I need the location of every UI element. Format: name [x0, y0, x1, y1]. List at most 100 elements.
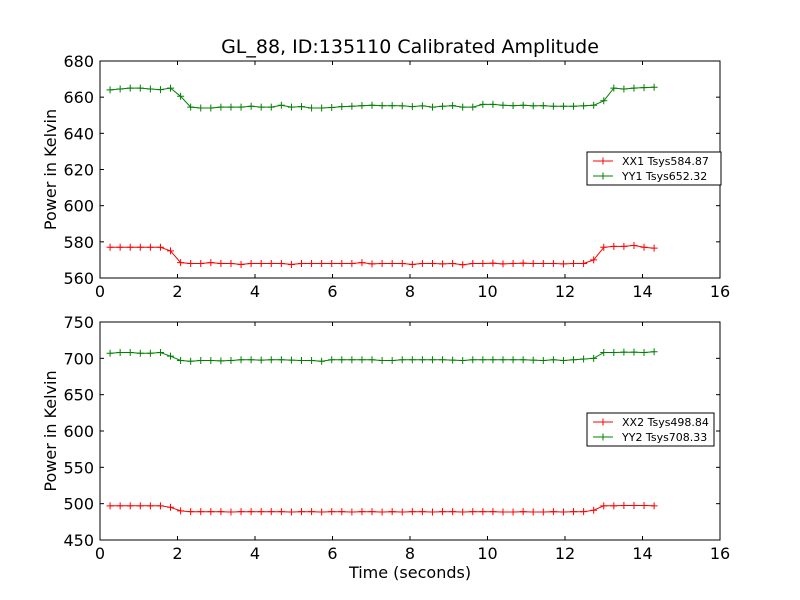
chart-0-series-1-point — [529, 102, 537, 110]
chart-1-series-0-point — [398, 508, 406, 516]
chart-1-series-0-point — [428, 508, 436, 516]
chart-1-series-1-point — [177, 357, 185, 365]
chart-0-series-1-point — [600, 97, 608, 105]
chart-1-series-0-point — [539, 508, 547, 516]
chart-0-series-1-point — [650, 83, 658, 91]
chart-1-x-tick-label: 14 — [632, 544, 652, 563]
chart-0-series-0-point — [418, 260, 426, 268]
chart-1-series-0-point — [257, 508, 265, 516]
chart-1-series-0-point — [620, 501, 628, 509]
chart-1-series-1-point — [267, 356, 275, 364]
chart-1-series-1-point — [509, 356, 517, 364]
chart-1-series-0-point — [328, 508, 336, 516]
chart-1-series-1-point — [378, 357, 386, 365]
chart-1-series-0-point — [348, 508, 356, 516]
chart-1-series-0-point — [590, 506, 598, 514]
chart-0-legend-marker-1 — [599, 172, 607, 180]
chart-1-series-1-point — [439, 356, 447, 364]
chart-0-series-0-point — [398, 260, 406, 268]
chart-1-y-tick-label: 650 — [63, 386, 94, 405]
chart-1-series-1-point — [620, 348, 628, 356]
chart-1-y-axis-label: Power in Kelvin — [41, 370, 60, 491]
chart-0-x-tick-label: 4 — [250, 282, 260, 301]
chart-0-series-0-point — [358, 259, 366, 267]
chart-0-series-0-point — [590, 256, 598, 264]
chart-0-series-0-point — [146, 243, 154, 251]
chart-0-series-0-point — [267, 260, 275, 268]
chart-1-series-0-point — [298, 508, 305, 516]
chart-0-series-0-point — [428, 260, 436, 268]
chart-1-series-0-point — [630, 501, 638, 509]
chart-1-series-0-point — [408, 508, 416, 516]
chart-0-series-0-point — [449, 260, 457, 268]
chart-0-series-0-point — [570, 260, 578, 268]
chart-1-series-1-point — [590, 354, 598, 362]
chart-0-series-0-point — [257, 260, 265, 268]
chart-1-series-1-point — [328, 356, 336, 364]
chart-0-series-1-point — [247, 102, 255, 110]
chart-0-series-1-point — [408, 103, 416, 111]
chart-0-series-0-point — [469, 260, 477, 268]
chart-1-series-1-point — [308, 357, 316, 365]
chart-0-y-tick-label: 640 — [63, 124, 94, 143]
chart-1-series-1-point — [237, 356, 245, 364]
chart-0-series-0-point — [318, 260, 326, 268]
chart-1-legend-label-1: YY2 Tsys708.33 — [621, 431, 707, 444]
chart-1-series-0-point — [116, 502, 124, 510]
chart-1-series-1-point — [630, 348, 638, 356]
chart-0-series-1-point — [328, 103, 336, 111]
chart-1-legend-label-0: XX2 Tsys498.84 — [622, 416, 709, 429]
chart-0-series-0-point — [227, 260, 235, 268]
chart-1-series-0-point — [529, 508, 537, 516]
chart-1-series-1-point — [277, 356, 285, 364]
chart-1-x-tick-label: 0 — [95, 544, 105, 563]
chart-1-y-tick-label: 450 — [63, 531, 94, 550]
chart-1-series-0-point — [177, 507, 185, 515]
chart-0-series-1-point — [177, 92, 185, 100]
chart-1-series-0-point — [580, 508, 588, 516]
chart-0-series-1-point — [489, 100, 497, 108]
chart-0-series-0-point — [378, 260, 386, 268]
chart-1-series-1-point — [388, 357, 396, 365]
chart-1-series-0-point — [388, 508, 396, 516]
chart-0-series-1-point — [570, 102, 578, 110]
chart-1-x-tick-label: 12 — [555, 544, 575, 563]
chart-0-series-1-point — [479, 100, 487, 108]
chart-0-series-0-point — [277, 260, 285, 268]
chart-0-series-0-point — [167, 247, 175, 255]
chart-0-series-1-point — [217, 103, 225, 111]
chart-1-series-0-point — [146, 502, 154, 510]
chart-0-series-0-point — [247, 260, 255, 268]
chart-0-series-0-point — [600, 243, 608, 251]
chart-0-series-1-point — [116, 85, 124, 93]
chart-1-y-tick-label: 500 — [63, 495, 94, 514]
chart-0-series-1-point — [207, 104, 215, 112]
chart-0-series-1-point — [620, 85, 628, 93]
chart-0-series-0-point — [136, 243, 144, 251]
chart-0-series-1-point — [559, 102, 567, 110]
chart-0-series-1-point — [187, 103, 195, 111]
chart-0-series-1-point — [640, 84, 648, 92]
chart-1-series-0-point — [489, 508, 497, 516]
chart-0-x-tick-label: 12 — [555, 282, 575, 301]
chart-0-series-1-point — [237, 103, 245, 111]
chart-0-series-0-point — [217, 260, 225, 268]
chart-0-series-0-point — [338, 260, 346, 268]
chart-1-series-0-point — [338, 508, 346, 516]
chart-1-series-0-point — [227, 508, 235, 516]
chart-1-y-tick-label: 700 — [63, 349, 94, 368]
chart-1-series-0-point — [449, 508, 457, 516]
chart-1-y-tick-label: 550 — [63, 458, 94, 477]
chart-0-series-0-point — [580, 260, 588, 268]
chart-1-series-1-point — [398, 356, 406, 364]
chart-1-series-0-point — [600, 502, 608, 510]
chart-0-series-1-point — [146, 85, 154, 93]
chart-0-series-0-point — [489, 259, 497, 267]
chart-1-series-0-point — [459, 508, 467, 516]
chart-1-series-1-point — [600, 349, 608, 357]
chart-0-y-axis-label: Power in Kelvin — [41, 109, 60, 230]
chart-0-legend-box — [586, 151, 722, 186]
chart-1-series-1-point — [549, 356, 557, 364]
chart-0-series-0-point — [630, 241, 638, 249]
